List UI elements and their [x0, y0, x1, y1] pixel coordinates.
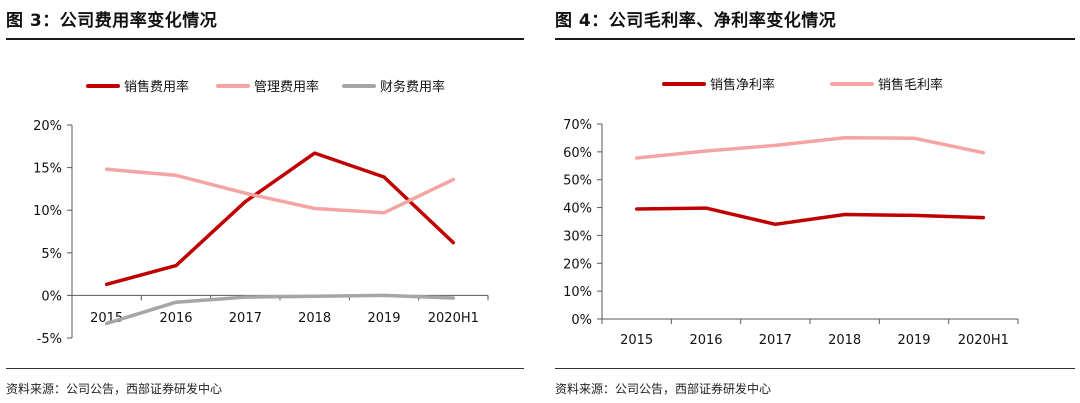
data-point — [313, 294, 317, 298]
x-tick-label: 2016 — [159, 311, 192, 326]
figure-3-bottom-rule — [6, 368, 524, 369]
data-point — [981, 151, 985, 155]
legend-label-0: 销售费用率 — [124, 79, 189, 95]
data-point — [704, 149, 708, 153]
data-point — [773, 143, 777, 147]
series-line-1 — [104, 167, 456, 215]
figure-4-title: 图 4：公司毛利率、净利率变化情况 — [555, 11, 837, 31]
y-tick-label: 50% — [563, 174, 592, 189]
y-tick-label: 5% — [41, 247, 62, 262]
x-tick-label: 2020H1 — [958, 333, 1009, 348]
x-tick-label: 2020H1 — [428, 311, 479, 326]
data-point — [451, 296, 455, 300]
data-point — [704, 206, 708, 210]
data-point — [313, 206, 317, 210]
y-tick-label: 40% — [563, 202, 592, 217]
data-point — [174, 264, 178, 268]
data-point — [105, 322, 109, 326]
data-point — [773, 222, 777, 226]
y-tick-label: 0% — [41, 289, 62, 304]
legend-label-0: 销售净利率 — [710, 77, 775, 93]
y-tick-label: 10% — [33, 204, 62, 219]
y-tick-label: 10% — [563, 285, 592, 300]
legend-label-1: 销售毛利率 — [878, 77, 943, 93]
x-tick-label: 2017 — [229, 311, 262, 326]
y-tick-label: 30% — [563, 229, 592, 244]
series-line-1 — [634, 135, 986, 160]
legend-label-2: 财务费用率 — [380, 79, 445, 95]
data-point — [382, 293, 386, 297]
data-point — [451, 241, 455, 245]
series-line-0 — [104, 151, 456, 287]
data-point — [105, 282, 109, 286]
figure-3-chart: 销售费用率 管理费用率 财务费用率-5%0%5%10%15%20%2015 2016 2… — [33, 79, 489, 347]
data-point — [243, 191, 247, 195]
data-point — [243, 295, 247, 299]
y-tick-label: 15% — [33, 162, 62, 177]
x-tick-label: 2018 — [828, 333, 861, 348]
data-point — [382, 211, 386, 215]
y-tick-label: 20% — [33, 119, 62, 134]
data-point — [843, 213, 847, 217]
data-point — [912, 136, 916, 140]
figure-3-panel: 图 3：公司费用率变化情况 销售费用率 管理费用率 财务费用率 -5% 0% 5% 10% 1… — [0, 0, 530, 403]
figure-3-title: 图 3：公司费用率变化情况 — [6, 11, 218, 31]
figure-4-source: 资料来源：公司公告，西部证券研发中心 — [555, 382, 772, 396]
series-line-2 — [104, 293, 456, 326]
y-tick-label: 0% — [571, 313, 592, 328]
y-tick-label: 70% — [563, 118, 592, 133]
y-tick-label: -5% — [37, 332, 62, 347]
figure-4-chart: 销售净利率 销售毛利率 0% 10% 20% 30% 40% 50% 60% 70% 2015 201… — [563, 77, 1019, 348]
data-point — [243, 200, 247, 204]
x-tick-label: 2018 — [298, 311, 331, 326]
y-tick-label: 60% — [563, 146, 592, 161]
y-tick-label: 20% — [563, 257, 592, 272]
series-line-0 — [634, 206, 986, 227]
x-tick-label: 2015 — [620, 333, 653, 348]
data-point — [105, 167, 109, 171]
x-tick-label: 2019 — [367, 311, 400, 326]
figure-3-source: 资料来源：公司公告，西部证券研发中心 — [6, 382, 223, 396]
figure-4-bottom-rule — [555, 368, 1075, 369]
data-point — [174, 173, 178, 177]
legend-label-1: 管理费用率 — [254, 79, 319, 95]
figure-3-top-rule — [6, 38, 524, 40]
x-tick-label: 2016 — [689, 333, 722, 348]
figure-4-top-rule — [555, 38, 1075, 40]
data-point — [635, 207, 639, 211]
x-tick-label: 2017 — [759, 333, 792, 348]
data-point — [981, 216, 985, 220]
data-point — [843, 136, 847, 140]
data-point — [313, 151, 317, 155]
data-point — [174, 300, 178, 304]
figure-4-panel: 图 4：公司毛利率、净利率变化情况 销售净利率 销售毛利率 0% 10% 20% 30% 4… — [549, 0, 1080, 403]
data-point — [382, 175, 386, 179]
data-point — [912, 213, 916, 217]
data-point — [451, 178, 455, 182]
data-point — [635, 156, 639, 160]
x-tick-label: 2019 — [897, 333, 930, 348]
